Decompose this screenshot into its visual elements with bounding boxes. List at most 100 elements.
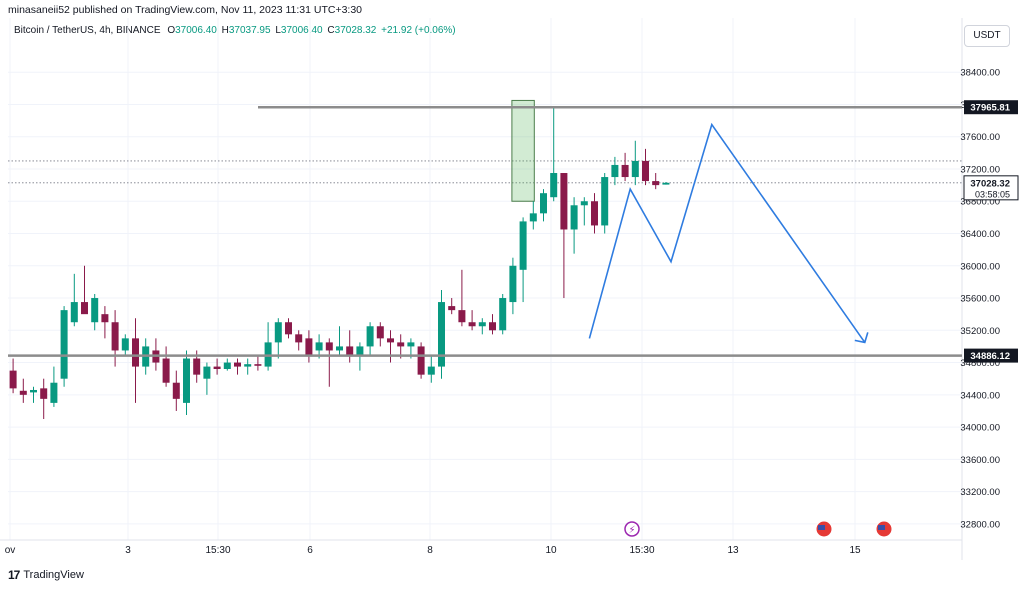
- candle-body: [560, 173, 568, 230]
- change-value: +21.92 (+0.06%): [381, 25, 456, 36]
- x-tick-label: 13: [727, 545, 739, 556]
- candle-body: [336, 346, 343, 351]
- pattern-path: [588, 122, 866, 343]
- candle-body: [162, 358, 170, 383]
- candle-body: [662, 182, 670, 185]
- y-tick-label: 36400.00: [960, 229, 1000, 240]
- level-label: 37965.81: [970, 103, 1010, 114]
- candle-body: [244, 364, 252, 367]
- candle-body: [91, 298, 99, 323]
- candle-body: [325, 342, 333, 351]
- open-value: 37006.40: [175, 25, 217, 36]
- level-label: 34886.12: [970, 351, 1010, 362]
- candle-body: [550, 173, 558, 198]
- candle-body: [397, 342, 405, 347]
- candle-body: [631, 160, 639, 178]
- lightning-icon: ⚡: [628, 525, 635, 536]
- candle-body: [19, 390, 27, 395]
- candle-body: [101, 314, 109, 323]
- candle-body: [346, 346, 354, 355]
- brand-name: TradingView: [23, 569, 84, 581]
- us-flag-canton: [878, 525, 885, 530]
- x-tick-label: 15:30: [629, 545, 654, 556]
- candle-body: [254, 364, 262, 366]
- y-tick-label: 34000.00: [960, 423, 1000, 434]
- candle-body: [315, 342, 323, 351]
- candle-body: [519, 221, 527, 270]
- x-tick-label: 10: [545, 545, 557, 556]
- y-tick-label: 35200.00: [960, 326, 1000, 337]
- candle-body: [417, 346, 425, 375]
- candle-body: [580, 201, 588, 206]
- current-price-label: 37028.32: [970, 178, 1010, 189]
- low-value: 37006.40: [280, 25, 323, 36]
- level-label-bg: [964, 100, 1018, 115]
- candle-body: [540, 193, 547, 214]
- close-value: 37028.32: [334, 25, 377, 36]
- currency-button[interactable]: USDT: [964, 25, 1010, 47]
- x-tick-label: 15:30: [205, 545, 230, 556]
- y-tick-label: 34400.00: [960, 390, 1000, 401]
- footer-brand[interactable]: 17 TradingView: [8, 568, 84, 582]
- candle-body: [478, 322, 486, 327]
- candle-body: [468, 322, 476, 327]
- y-tick-label: 36000.00: [960, 261, 1000, 272]
- candle-body: [274, 322, 282, 343]
- y-tick-label: 35600.00: [960, 294, 1000, 305]
- candle-body: [407, 342, 415, 347]
- candle-body: [30, 389, 37, 393]
- candle-body: [499, 298, 507, 331]
- candle-body: [70, 302, 78, 323]
- y-tick-label: 37600.00: [960, 132, 1000, 143]
- candle-body: [448, 306, 456, 311]
- high-value: 37037.95: [228, 25, 271, 36]
- symbol-name[interactable]: Bitcoin / TetherUS, 4h, BINANCE: [14, 25, 161, 36]
- candle-body: [489, 322, 496, 331]
- candle-body: [356, 346, 364, 355]
- candle-body: [183, 358, 190, 403]
- x-tick-label: 8: [427, 545, 433, 556]
- close-label: C: [327, 25, 335, 36]
- candle-body: [427, 366, 435, 375]
- candle-body: [376, 326, 384, 339]
- candle-body: [223, 362, 231, 370]
- y-tick-label: 37200.00: [960, 164, 1000, 175]
- candle-body: [591, 201, 598, 226]
- candle-body: [305, 338, 313, 355]
- candle-body: [601, 177, 609, 226]
- candle-body: [9, 370, 17, 389]
- candle-body: [387, 338, 394, 343]
- y-tick-label: 33200.00: [960, 487, 1000, 498]
- y-tick-label: 36800.00: [960, 197, 1000, 208]
- candle-body: [366, 326, 374, 347]
- level-label-bg: [964, 348, 1018, 363]
- candle-body: [234, 362, 241, 367]
- tradingview-logo-icon: 17: [8, 568, 20, 582]
- candle-body: [652, 181, 660, 186]
- candle-body: [172, 382, 180, 399]
- candle-body: [40, 388, 48, 399]
- candle-body: [50, 382, 58, 403]
- x-tick-label: 15: [849, 545, 861, 556]
- countdown-label: 03:58:05: [975, 189, 1010, 199]
- open-label: O: [167, 25, 176, 36]
- us-flag-canton: [818, 525, 825, 530]
- candle-body: [203, 366, 211, 379]
- highlight-box: [511, 99, 535, 202]
- candle-body: [60, 310, 68, 379]
- x-tick-label: ov: [5, 545, 16, 556]
- candle-body: [132, 338, 139, 367]
- x-tick-label: 6: [307, 545, 313, 556]
- symbol-legend: Bitcoin / TetherUS, 4h, BINANCE O37006.4…: [14, 25, 458, 36]
- candle-body: [213, 366, 221, 370]
- candle-body: [111, 322, 119, 351]
- candle-body: [295, 334, 303, 343]
- candle-body: [81, 302, 88, 315]
- candle-body: [458, 310, 466, 323]
- pattern-arrowhead: [854, 332, 869, 344]
- low-label: L: [275, 25, 281, 36]
- candle-body: [121, 338, 129, 351]
- y-tick-label: 32800.00: [960, 519, 1000, 530]
- y-tick-label: 38400.00: [960, 68, 1000, 79]
